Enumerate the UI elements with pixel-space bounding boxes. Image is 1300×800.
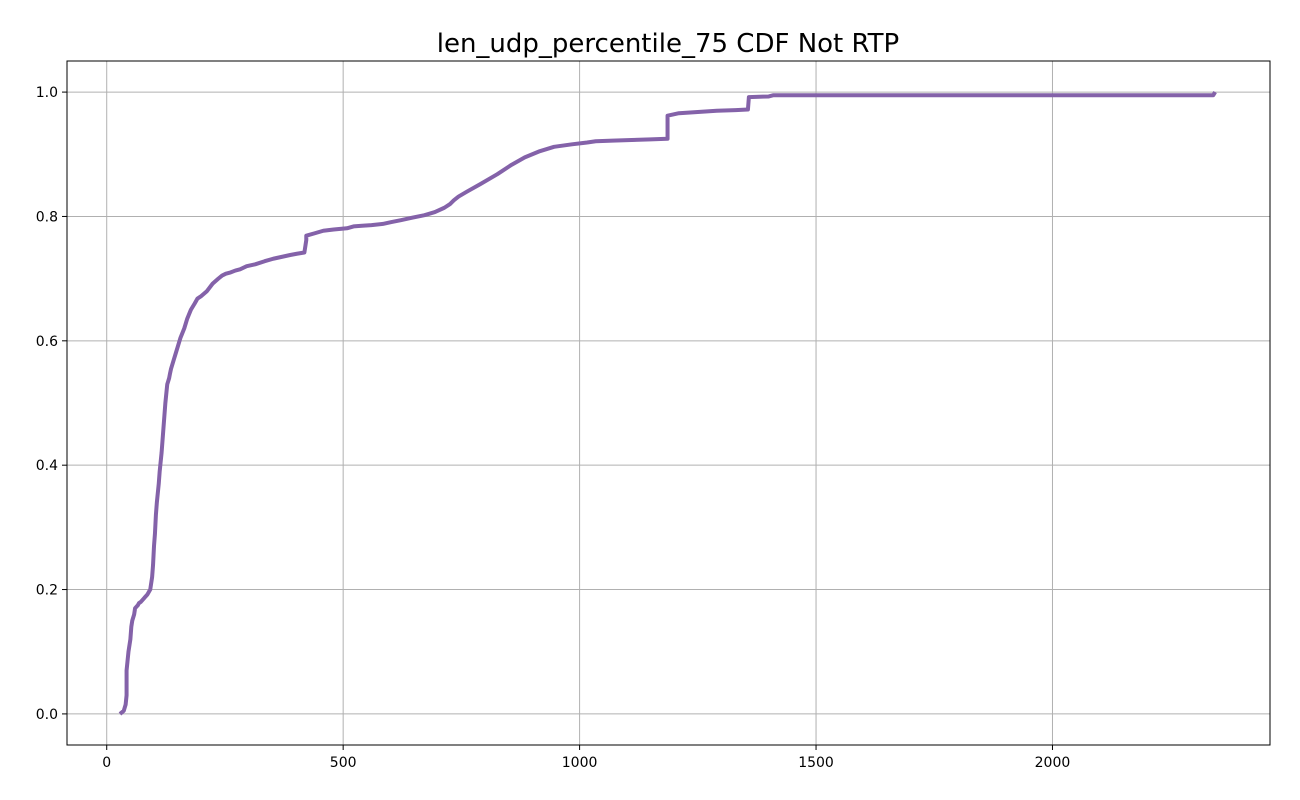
- chart-title: len_udp_percentile_75 CDF Not RTP: [437, 29, 900, 59]
- y-tick-label: 0.2: [36, 583, 58, 599]
- grid-lines: [67, 61, 1270, 745]
- y-tick-label: 0.4: [36, 458, 58, 474]
- x-tick-label: 500: [330, 755, 357, 771]
- y-axis: 0.0 0.2 0.4 0.6 0.8 1.0: [36, 85, 67, 723]
- plot-area-frame: [66, 60, 1271, 746]
- x-axis: 0 500 1000 1500 2000: [102, 745, 1070, 771]
- y-tick-label: 0.0: [36, 707, 58, 723]
- x-tick-label: 1500: [798, 755, 834, 771]
- x-tick-label: 1000: [562, 755, 598, 771]
- y-tick-label: 0.8: [36, 209, 58, 225]
- x-tick-label: 0: [102, 755, 111, 771]
- cdf-series-line: [118, 91, 1217, 716]
- y-tick-label: 0.6: [36, 334, 58, 350]
- y-tick-label: 1.0: [36, 85, 58, 101]
- x-tick-label: 2000: [1035, 755, 1071, 771]
- line-layer: [118, 91, 1217, 716]
